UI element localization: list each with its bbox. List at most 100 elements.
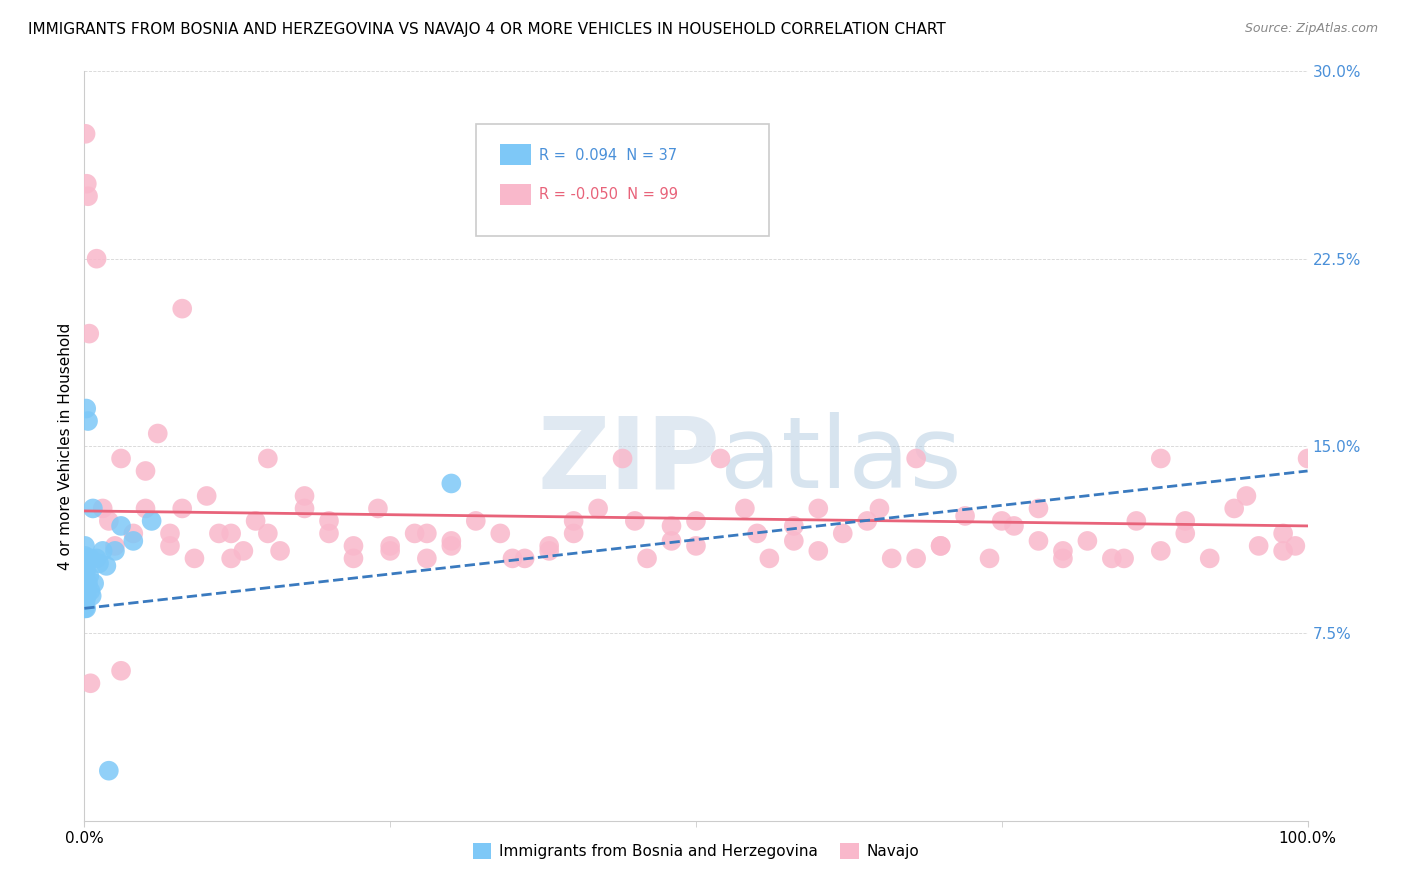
Immigrants from Bosnia and Herzegovina <box>79 583 101 598</box>
Immigrants from Bosnia and Herzegovina <box>82 501 104 516</box>
Immigrants from Bosnia and Herzegovina <box>73 569 96 583</box>
Immigrants from Bosnia and Herzegovina <box>75 564 97 578</box>
Navajo <box>747 526 769 541</box>
Navajo <box>342 551 364 566</box>
Immigrants from Bosnia and Herzegovina <box>75 401 97 416</box>
Navajo <box>318 514 340 528</box>
Navajo <box>135 464 157 478</box>
Navajo <box>1236 489 1258 503</box>
Navajo <box>709 451 731 466</box>
Navajo <box>538 544 561 558</box>
Immigrants from Bosnia and Herzegovina <box>86 551 108 566</box>
Navajo <box>856 514 879 528</box>
Immigrants from Bosnia and Herzegovina <box>73 539 96 553</box>
Navajo <box>758 551 780 566</box>
Navajo <box>991 514 1014 528</box>
Navajo <box>807 544 830 558</box>
Immigrants from Bosnia and Herzegovina <box>80 589 103 603</box>
Navajo <box>1150 451 1173 466</box>
Navajo <box>318 526 340 541</box>
Navajo <box>159 539 181 553</box>
Immigrants from Bosnia and Herzegovina <box>73 583 96 598</box>
Navajo <box>380 539 402 553</box>
FancyBboxPatch shape <box>501 184 531 205</box>
Navajo <box>489 526 512 541</box>
Navajo <box>685 514 707 528</box>
Navajo <box>172 501 194 516</box>
Navajo <box>208 526 231 541</box>
Immigrants from Bosnia and Herzegovina <box>96 558 118 573</box>
Immigrants from Bosnia and Herzegovina <box>73 601 96 615</box>
Navajo <box>502 551 524 566</box>
Navajo <box>612 451 634 466</box>
Navajo <box>685 539 707 553</box>
Navajo <box>86 252 108 266</box>
FancyBboxPatch shape <box>475 124 769 236</box>
Immigrants from Bosnia and Herzegovina <box>75 576 97 591</box>
Navajo <box>1052 544 1074 558</box>
Immigrants from Bosnia and Herzegovina <box>141 514 163 528</box>
Navajo <box>159 526 181 541</box>
Navajo <box>1028 533 1050 548</box>
Navajo <box>979 551 1001 566</box>
Navajo <box>807 501 830 516</box>
Navajo <box>232 544 254 558</box>
Text: IMMIGRANTS FROM BOSNIA AND HERZEGOVINA VS NAVAJO 4 OR MORE VEHICLES IN HOUSEHOLD: IMMIGRANTS FROM BOSNIA AND HERZEGOVINA V… <box>28 22 946 37</box>
Navajo <box>464 514 486 528</box>
Navajo <box>1101 551 1123 566</box>
Navajo <box>77 326 100 341</box>
Navajo <box>342 539 364 553</box>
Navajo <box>146 426 169 441</box>
Navajo <box>929 539 952 553</box>
Navajo <box>380 544 402 558</box>
Navajo <box>905 451 928 466</box>
Navajo <box>77 189 100 203</box>
Navajo <box>586 501 609 516</box>
Navajo <box>1114 551 1136 566</box>
Navajo <box>104 539 127 553</box>
Navajo <box>79 676 101 690</box>
Immigrants from Bosnia and Herzegovina <box>97 764 120 778</box>
Immigrants from Bosnia and Herzegovina <box>76 589 98 603</box>
Navajo <box>1052 551 1074 566</box>
Immigrants from Bosnia and Herzegovina <box>77 569 100 583</box>
Navajo <box>562 514 585 528</box>
Immigrants from Bosnia and Herzegovina <box>75 594 97 608</box>
Legend: Immigrants from Bosnia and Herzegovina, Navajo: Immigrants from Bosnia and Herzegovina, … <box>467 838 925 865</box>
Y-axis label: 4 or more Vehicles in Household: 4 or more Vehicles in Household <box>58 322 73 570</box>
Navajo <box>294 489 316 503</box>
Navajo <box>367 501 389 516</box>
Navajo <box>294 501 316 516</box>
Navajo <box>1223 501 1246 516</box>
Navajo <box>440 533 463 548</box>
Navajo <box>172 301 194 316</box>
Navajo <box>110 451 132 466</box>
Immigrants from Bosnia and Herzegovina <box>77 576 100 591</box>
Navajo <box>905 551 928 566</box>
Navajo <box>869 501 891 516</box>
Navajo <box>1150 544 1173 558</box>
Text: atlas: atlas <box>720 412 962 509</box>
Navajo <box>416 551 439 566</box>
Immigrants from Bosnia and Herzegovina <box>73 589 96 603</box>
Navajo <box>1076 533 1098 548</box>
FancyBboxPatch shape <box>501 144 531 165</box>
Navajo <box>91 501 114 516</box>
Navajo <box>75 127 97 141</box>
Navajo <box>783 533 806 548</box>
Immigrants from Bosnia and Herzegovina <box>73 576 96 591</box>
Text: R =  0.094  N = 37: R = 0.094 N = 37 <box>540 148 678 162</box>
Immigrants from Bosnia and Herzegovina <box>75 601 97 615</box>
Immigrants from Bosnia and Herzegovina <box>79 551 101 566</box>
Navajo <box>929 539 952 553</box>
Immigrants from Bosnia and Herzegovina <box>77 414 100 428</box>
Navajo <box>257 451 280 466</box>
Navajo <box>1272 526 1295 541</box>
Immigrants from Bosnia and Herzegovina <box>122 533 145 548</box>
Navajo <box>538 539 561 553</box>
Immigrants from Bosnia and Herzegovina <box>73 557 96 571</box>
Immigrants from Bosnia and Herzegovina <box>73 564 96 578</box>
Navajo <box>1125 514 1147 528</box>
Navajo <box>245 514 267 528</box>
Navajo <box>219 526 242 541</box>
